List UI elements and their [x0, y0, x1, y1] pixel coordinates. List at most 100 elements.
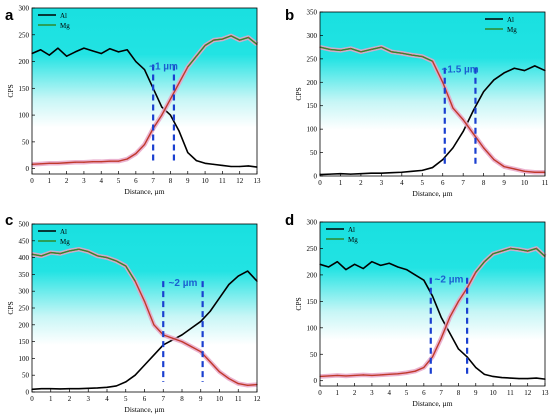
data-point-mg	[204, 44, 206, 47]
data-point-al	[493, 79, 495, 81]
data-point-mg	[423, 366, 425, 369]
width-annotation: ~2 µm	[435, 275, 464, 286]
data-point-mg	[354, 374, 356, 377]
data-point-mg	[360, 51, 362, 53]
y-axis-title: CPS	[294, 87, 303, 100]
data-point-mg	[169, 98, 172, 100]
panel-letter: b	[285, 7, 294, 24]
data-point-mg	[371, 374, 373, 377]
legend-label-al: Al	[348, 226, 355, 234]
x-tick-label: 5	[124, 395, 128, 403]
legend-label-mg: Mg	[60, 22, 70, 30]
legend-label-al: Al	[60, 12, 67, 20]
x-tick-label: 10	[202, 177, 210, 185]
data-point-mg	[187, 66, 189, 68]
data-point-mg	[401, 52, 403, 54]
y-tick-label: 250	[19, 31, 30, 39]
data-point-mg	[380, 46, 382, 48]
data-point-mg	[218, 371, 221, 373]
panel-letter: a	[5, 7, 14, 24]
data-point-al	[452, 147, 454, 149]
data-point-mg	[535, 247, 537, 250]
data-point-mg	[230, 35, 232, 37]
data-point-al	[509, 377, 511, 379]
data-point-mg	[247, 384, 249, 386]
panel-letter: c	[5, 212, 13, 229]
legend-label-mg: Mg	[507, 26, 517, 34]
x-tick-label: 6	[422, 389, 426, 397]
data-point-al	[143, 364, 146, 366]
x-axis-title: Distance, µm	[124, 405, 164, 414]
y-tick-label: 250	[307, 55, 318, 63]
y-tick-label: 150	[307, 298, 318, 306]
data-point-al	[48, 54, 50, 56]
data-point-mg	[106, 257, 108, 259]
data-point-al	[350, 173, 352, 175]
data-point-al	[388, 262, 390, 264]
data-point-mg	[209, 361, 211, 363]
x-tick-label: 3	[370, 389, 374, 397]
y-tick-label: 200	[307, 271, 318, 279]
y-tick-label: 250	[307, 245, 318, 253]
data-point-al	[475, 366, 477, 369]
data-point-mg	[388, 373, 390, 375]
x-tick-label: 0	[30, 177, 34, 185]
data-point-mg	[431, 356, 434, 358]
data-point-al	[59, 388, 61, 390]
series-line-mg-plateau	[31, 248, 136, 282]
x-tick-label: 2	[353, 389, 357, 397]
x-tick-label: 7	[151, 177, 155, 185]
data-point-al	[462, 130, 464, 133]
data-point-al	[66, 55, 68, 57]
x-tick-label: 12	[254, 395, 262, 403]
y-tick-label: 50	[310, 149, 318, 157]
data-point-al	[401, 171, 403, 173]
plot-background	[320, 12, 545, 176]
data-point-al	[336, 261, 338, 263]
y-tick-label: 150	[19, 338, 30, 346]
data-point-mg	[221, 38, 223, 40]
data-point-al	[483, 91, 485, 93]
data-point-mg	[91, 161, 94, 163]
data-point-mg	[100, 161, 102, 163]
width-annotation: ~1 µm	[149, 61, 178, 72]
data-point-al	[362, 267, 364, 270]
x-tick-label: 3	[380, 179, 384, 187]
y-tick-label: 0	[26, 389, 30, 397]
y-tick-label: 150	[307, 102, 318, 110]
y-tick-label: 300	[19, 288, 30, 296]
y-tick-label: 200	[19, 58, 30, 66]
y-tick-label: 200	[307, 79, 318, 87]
data-point-mg	[509, 247, 511, 250]
data-point-mg	[513, 168, 515, 170]
data-point-mg	[339, 49, 342, 52]
x-tick-label: 10	[216, 395, 224, 403]
data-point-mg	[143, 143, 146, 146]
data-point-al	[442, 159, 444, 161]
data-point-al	[534, 65, 536, 67]
data-point-mg	[518, 248, 520, 251]
data-point-al	[126, 49, 128, 51]
y-tick-label: 300	[307, 219, 318, 227]
data-point-al	[115, 385, 117, 387]
x-tick-label: 10	[490, 389, 498, 397]
data-point-al	[411, 170, 413, 172]
data-point-mg	[109, 160, 111, 162]
data-point-al	[431, 295, 434, 297]
x-tick-label: 1	[336, 389, 340, 397]
data-point-al	[535, 377, 537, 379]
data-point-mg	[200, 351, 202, 353]
y-tick-label: 250	[19, 305, 30, 313]
data-point-al	[218, 297, 221, 299]
data-point-al	[190, 327, 192, 329]
x-tick-label: 12	[236, 177, 244, 185]
data-point-al	[143, 68, 146, 71]
data-point-mg	[501, 250, 503, 252]
data-point-mg	[83, 161, 85, 163]
data-point-al	[169, 114, 172, 116]
data-point-al	[483, 373, 486, 375]
data-point-mg	[239, 39, 241, 41]
width-annotation: ~2 µm	[169, 278, 198, 289]
data-point-mg	[161, 114, 163, 116]
